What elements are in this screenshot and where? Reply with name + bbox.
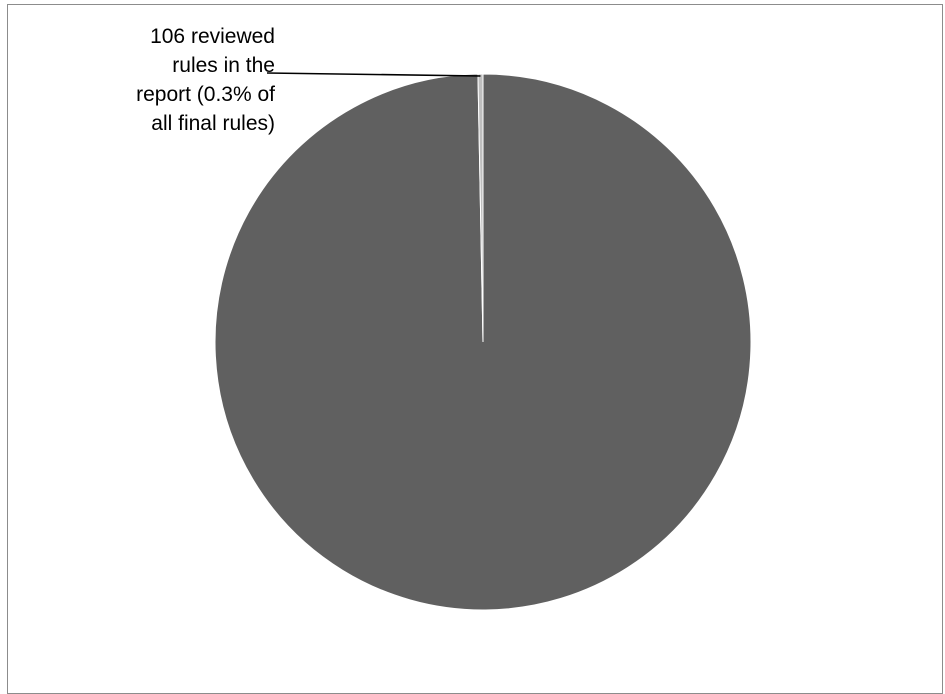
data-label-leader-line (266, 72, 481, 77)
data-label-line: 106 reviewed (150, 25, 275, 48)
pie-chart (214, 72, 752, 611)
data-label-line: rules in the (172, 54, 275, 77)
data-label-reviewed-rules: 106 reviewed rules in the report (0.3% o… (95, 22, 275, 138)
data-label-line: report (0.3% of (136, 83, 275, 106)
pie-slice-reviewed-rules (477, 73, 484, 343)
pie-slices (214, 73, 752, 611)
data-label-line: all final rules) (151, 112, 275, 135)
